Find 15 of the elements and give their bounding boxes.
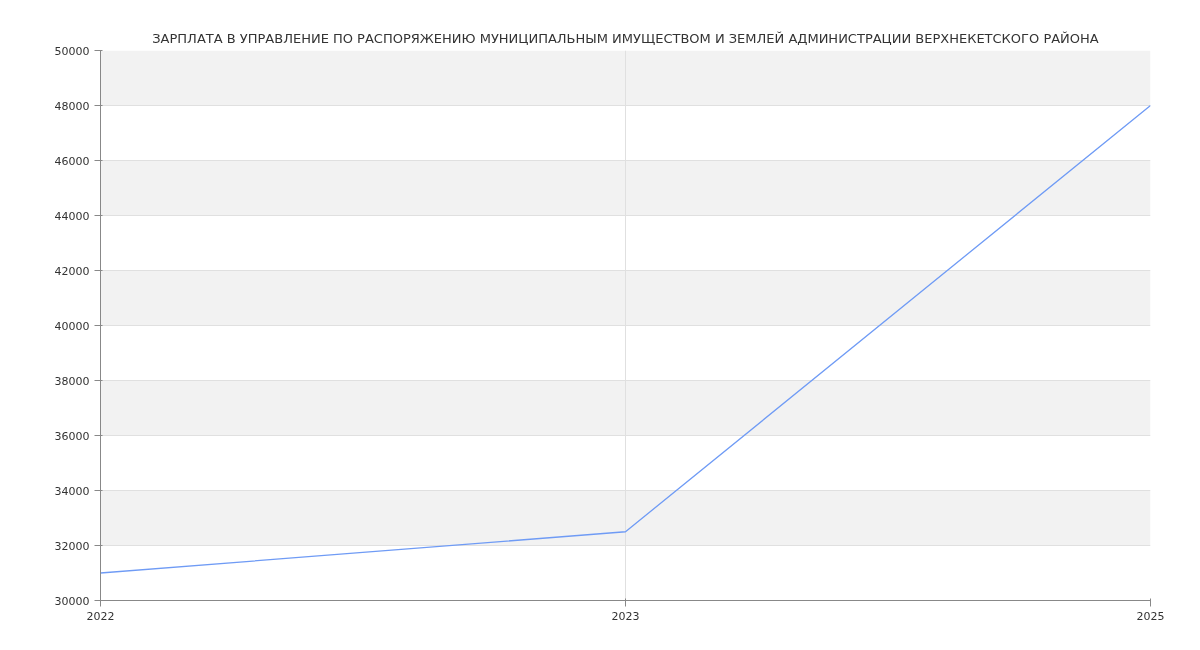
chart-title: ЗАРПЛАТА В УПРАВЛЕНИЕ ПО РАСПОРЯЖЕНИЮ МУНИЦИПАЛЬНЫМ ИМУЩЕСТВОМ И ЗЕМЛЕЙ АДМИНИСТРАЦИИ ВЕРХНЕКЕТСКОГО РАЙОНА [152, 30, 1099, 46]
y-tick-label: 34000 [54, 484, 90, 498]
y-tick-label: 44000 [54, 209, 90, 223]
y-tick-label: 46000 [54, 154, 90, 168]
y-tick-label: 36000 [54, 429, 90, 443]
y-tick-label: 42000 [54, 264, 90, 278]
y-tick-label: 30000 [54, 594, 90, 608]
y-tick-label: 38000 [54, 374, 90, 388]
x-tick-label: 2023 [611, 609, 640, 623]
x-tick-label: 2022 [86, 609, 115, 623]
y-tick-label: 48000 [54, 99, 90, 113]
y-tick-label: 32000 [54, 539, 90, 553]
x-tick-label: 2025 [1136, 609, 1165, 623]
y-tick-label: 40000 [54, 319, 90, 333]
y-tick-label: 50000 [54, 44, 90, 58]
